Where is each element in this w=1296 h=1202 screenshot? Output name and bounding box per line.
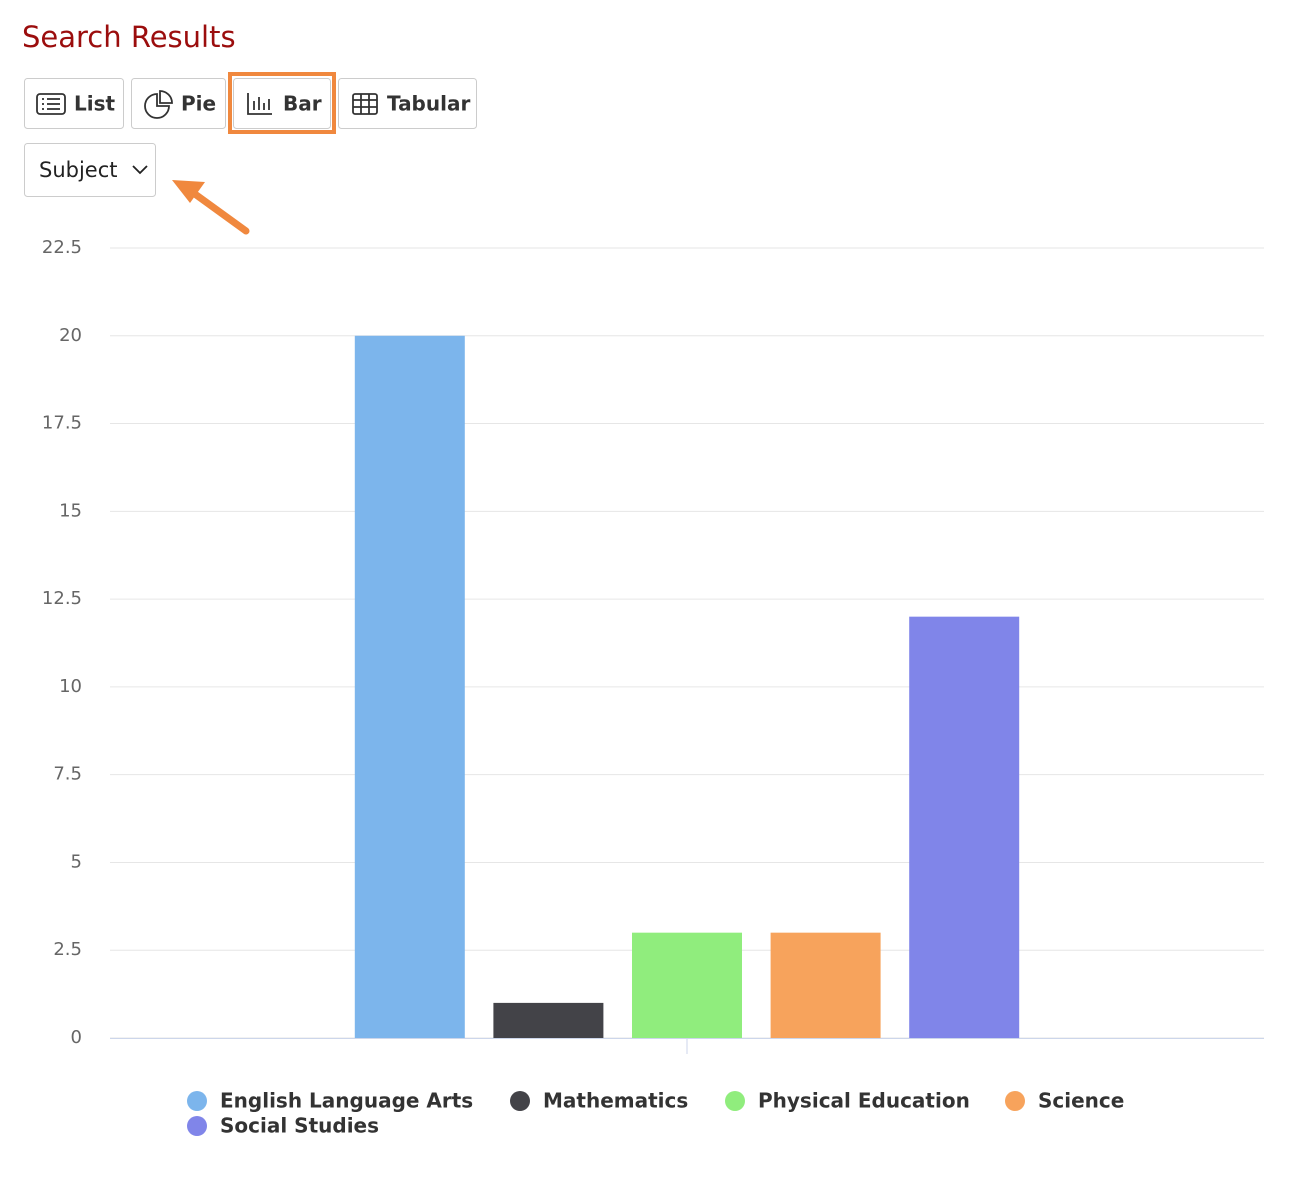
y-tick-label: 10	[59, 676, 82, 697]
bar	[493, 1002, 604, 1038]
y-tick-label: 12.5	[42, 588, 82, 609]
tabular-button[interactable]: Tabular	[338, 78, 477, 129]
legend-marker	[187, 1091, 207, 1111]
button-frame	[338, 78, 477, 129]
bar-button[interactable]: Bar	[233, 78, 331, 129]
bar	[354, 335, 465, 1038]
bar	[770, 932, 881, 1038]
y-tick-label: 20	[59, 325, 82, 346]
button-label: Tabular	[387, 92, 470, 116]
legend-marker	[1005, 1091, 1025, 1111]
y-tick-label: 2.5	[53, 939, 82, 960]
highlight-box	[228, 72, 336, 134]
table-icon	[352, 93, 378, 115]
legend-label: Science	[1038, 1089, 1124, 1113]
legend-marker	[187, 1116, 207, 1136]
bar-icon	[247, 93, 272, 115]
subject-dropdown[interactable]: Subject	[24, 143, 156, 197]
dropdown-frame	[24, 143, 156, 197]
legend-label: English Language Arts	[220, 1089, 473, 1113]
y-tick-label: 17.5	[42, 413, 82, 434]
dropdown-value: Subject	[39, 158, 118, 182]
button-label: Bar	[283, 92, 322, 116]
bar	[632, 932, 742, 1038]
legend-marker	[510, 1091, 530, 1111]
legend-marker	[725, 1091, 745, 1111]
pie-icon	[144, 90, 173, 119]
legend-label: Physical Education	[758, 1089, 970, 1113]
button-frame	[24, 78, 124, 129]
dropdown-caret	[132, 165, 148, 175]
legend-label: Social Studies	[220, 1114, 379, 1138]
button-frame	[233, 78, 331, 129]
y-tick-label: 22.5	[42, 237, 82, 258]
y-tick-label: 5	[71, 851, 82, 872]
button-label: Pie	[181, 92, 216, 116]
pie-button[interactable]: Pie	[131, 78, 226, 129]
y-tick-label: 7.5	[53, 764, 82, 785]
y-tick-label: 15	[59, 500, 82, 521]
pointer-arrow	[172, 180, 250, 235]
bar	[909, 616, 1020, 1038]
list-button[interactable]: List	[24, 78, 124, 129]
button-frame	[131, 78, 226, 129]
page-title: Search Results	[22, 20, 236, 54]
legend-label: Mathematics	[543, 1089, 688, 1113]
list-icon	[36, 93, 66, 115]
button-label: List	[74, 92, 116, 116]
y-tick-label: 0	[71, 1027, 82, 1048]
